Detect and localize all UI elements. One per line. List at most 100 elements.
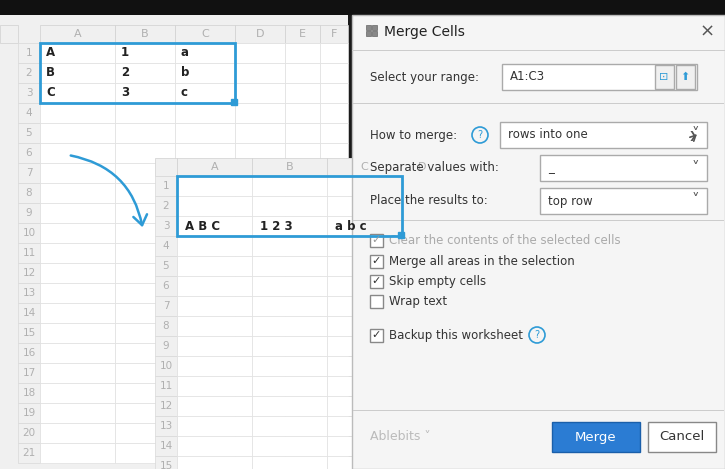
Text: 15: 15 bbox=[160, 461, 173, 469]
Text: 1: 1 bbox=[162, 181, 170, 191]
Bar bbox=[235, 323, 285, 343]
Bar bbox=[285, 83, 320, 103]
Text: 4: 4 bbox=[162, 241, 170, 251]
Bar bbox=[285, 223, 320, 243]
Bar bbox=[235, 83, 285, 103]
Bar bbox=[320, 283, 348, 303]
Bar bbox=[320, 263, 348, 283]
Bar bbox=[177, 316, 252, 336]
Bar bbox=[115, 363, 175, 383]
Bar bbox=[177, 456, 252, 469]
Bar bbox=[285, 363, 320, 383]
Bar bbox=[115, 443, 175, 463]
Bar bbox=[252, 456, 327, 469]
Bar bbox=[18, 103, 40, 123]
Bar bbox=[402, 336, 442, 356]
Text: ˅: ˅ bbox=[691, 194, 699, 209]
Bar bbox=[366, 25, 371, 30]
Bar bbox=[40, 203, 115, 223]
Text: 13: 13 bbox=[160, 421, 173, 431]
Bar bbox=[327, 436, 402, 456]
Bar bbox=[177, 296, 252, 316]
Bar bbox=[155, 316, 177, 336]
Bar bbox=[285, 243, 320, 263]
Bar bbox=[370, 275, 383, 288]
Bar bbox=[327, 396, 402, 416]
Bar bbox=[252, 256, 327, 276]
Bar bbox=[115, 263, 175, 283]
Bar bbox=[327, 216, 402, 236]
Bar bbox=[175, 25, 235, 43]
Bar bbox=[177, 396, 252, 416]
Bar bbox=[115, 383, 175, 403]
Text: 2: 2 bbox=[121, 67, 129, 80]
Text: 10: 10 bbox=[160, 361, 173, 371]
Bar bbox=[18, 43, 40, 63]
Text: B: B bbox=[286, 162, 294, 172]
Bar bbox=[175, 83, 235, 103]
Text: ?: ? bbox=[478, 130, 483, 140]
Text: ✓: ✓ bbox=[371, 330, 381, 340]
Bar bbox=[235, 63, 285, 83]
Text: A: A bbox=[211, 162, 218, 172]
Text: ×: × bbox=[700, 23, 715, 41]
Text: 8: 8 bbox=[25, 188, 33, 198]
Bar bbox=[285, 183, 320, 203]
Bar bbox=[552, 422, 640, 452]
Bar bbox=[320, 403, 348, 423]
Text: B: B bbox=[141, 29, 149, 39]
Bar bbox=[177, 256, 252, 276]
Bar bbox=[177, 236, 252, 256]
Bar bbox=[18, 163, 40, 183]
Bar bbox=[40, 403, 115, 423]
Bar bbox=[177, 436, 252, 456]
Bar bbox=[175, 183, 235, 203]
Bar bbox=[366, 31, 371, 36]
Bar bbox=[175, 263, 235, 283]
Bar bbox=[540, 155, 707, 181]
Bar bbox=[115, 343, 175, 363]
Text: Merge Cells: Merge Cells bbox=[384, 25, 465, 39]
Bar bbox=[353, 410, 724, 411]
Text: 21: 21 bbox=[22, 448, 36, 458]
Text: 4: 4 bbox=[25, 108, 33, 118]
Text: ✓: ✓ bbox=[371, 256, 381, 266]
Bar bbox=[175, 383, 235, 403]
Text: 18: 18 bbox=[22, 388, 36, 398]
Bar bbox=[235, 403, 285, 423]
Bar bbox=[0, 25, 18, 43]
Bar bbox=[18, 443, 40, 463]
Bar bbox=[285, 263, 320, 283]
Bar bbox=[285, 63, 320, 83]
Text: 1: 1 bbox=[121, 46, 129, 60]
Bar bbox=[235, 443, 285, 463]
Bar bbox=[320, 163, 348, 183]
Text: 16: 16 bbox=[22, 348, 36, 358]
Bar bbox=[402, 356, 442, 376]
Bar bbox=[155, 216, 177, 236]
Text: F: F bbox=[331, 29, 337, 39]
Bar bbox=[40, 43, 235, 103]
Bar bbox=[235, 123, 285, 143]
Bar bbox=[352, 15, 725, 469]
Bar bbox=[252, 296, 327, 316]
Bar bbox=[235, 383, 285, 403]
Bar bbox=[327, 456, 402, 469]
Text: Place the results to:: Place the results to: bbox=[370, 195, 488, 207]
Bar bbox=[18, 403, 40, 423]
Bar bbox=[40, 263, 115, 283]
Bar bbox=[252, 336, 327, 356]
Bar bbox=[177, 276, 252, 296]
Bar bbox=[177, 216, 252, 236]
Bar bbox=[18, 83, 40, 103]
Text: 20: 20 bbox=[22, 428, 36, 438]
Bar bbox=[115, 403, 175, 423]
Bar bbox=[402, 396, 442, 416]
Text: A1:C3: A1:C3 bbox=[510, 70, 545, 83]
Bar bbox=[155, 176, 177, 196]
Bar bbox=[175, 283, 235, 303]
Text: ❯: ❯ bbox=[689, 131, 697, 141]
Bar bbox=[402, 196, 442, 216]
Text: E: E bbox=[299, 29, 306, 39]
Text: 5: 5 bbox=[25, 128, 33, 138]
